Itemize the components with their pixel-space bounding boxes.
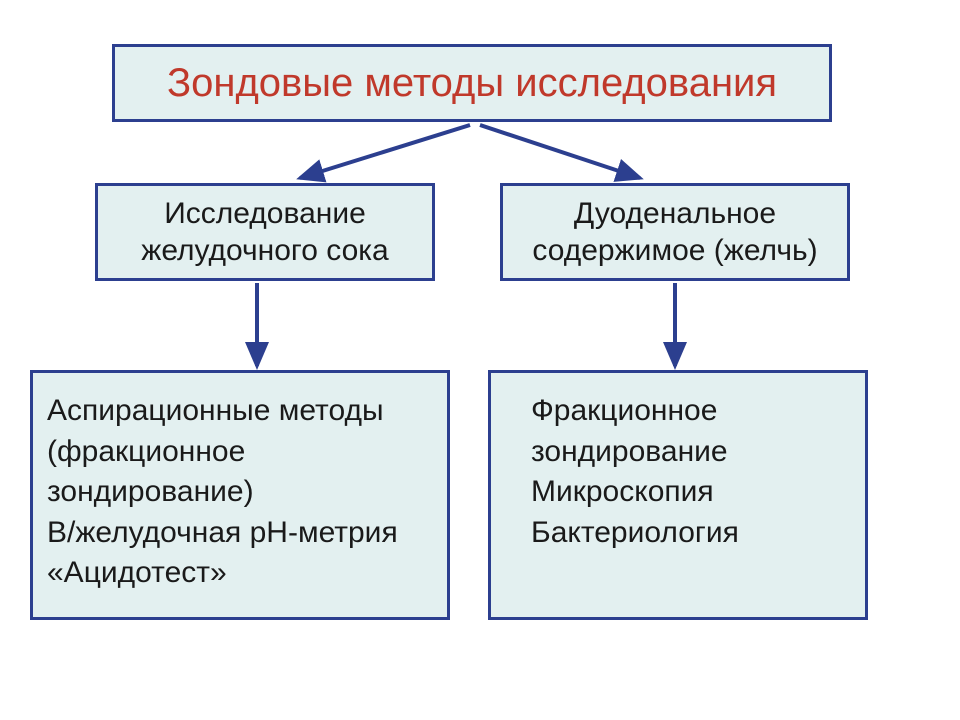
branch-node-duodenal-label: Дуоденальное содержимое (желчь) — [532, 195, 817, 270]
branch-node-gastric: Исследование желудочного сока — [95, 183, 435, 281]
edge-root-to-mid_left — [300, 125, 470, 178]
leaf-node-gastric-methods: Аспирационные методы (фракционное зондир… — [30, 370, 450, 620]
branch-node-duodenal: Дуоденальное содержимое (желчь) — [500, 183, 850, 281]
leaf-node-duodenal-methods-label: Фракционное зондирование Микроскопия Бак… — [531, 391, 739, 553]
edge-root-to-mid_right — [480, 125, 640, 178]
root-node: Зондовые методы исследования — [112, 44, 832, 122]
root-node-label: Зондовые методы исследования — [167, 61, 777, 105]
branch-node-gastric-label: Исследование желудочного сока — [141, 195, 388, 270]
leaf-node-gastric-methods-label: Аспирационные методы (фракционное зондир… — [47, 391, 398, 594]
leaf-node-duodenal-methods: Фракционное зондирование Микроскопия Бак… — [488, 370, 868, 620]
diagram-canvas: Зондовые методы исследования Исследовани… — [0, 0, 960, 720]
